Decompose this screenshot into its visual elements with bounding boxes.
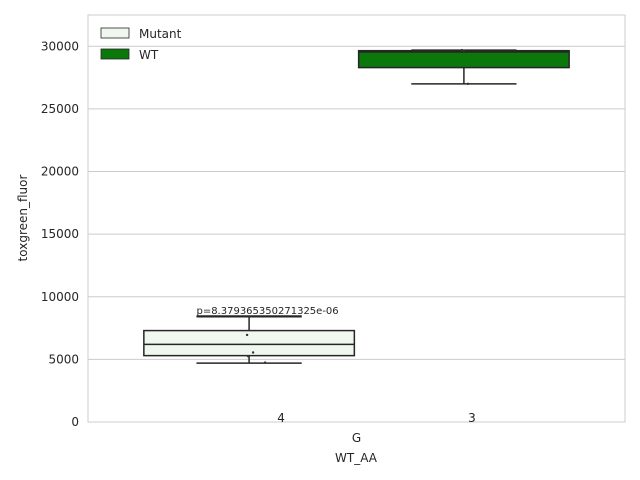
plot-area: [87, 14, 626, 423]
legend: Mutant WT: [100, 27, 182, 62]
y-tick-label: 20000: [41, 165, 79, 179]
y-tick-labels: 0 5000 10000 15000 20000 25000 30000: [41, 39, 79, 429]
x-tick-label: G: [352, 431, 361, 445]
count-label: 3: [468, 411, 476, 425]
box-body: [143, 329, 356, 357]
data-point: [246, 355, 250, 358]
data-point: [466, 82, 470, 86]
data-point: [462, 49, 466, 52]
box-wt: [357, 48, 570, 86]
gridlines: [88, 45, 625, 423]
box-body: [357, 49, 570, 69]
data-point: [251, 351, 255, 354]
x-axis-label: WT_AA: [335, 451, 378, 465]
legend-label: WT: [139, 48, 159, 62]
y-axis-label: toxgreen_fluor: [16, 175, 30, 262]
annotations: p=8.379365350271325e-06: [196, 306, 339, 317]
y-tick-label: 0: [71, 415, 79, 429]
p-value-annotation: p=8.379365350271325e-06: [196, 306, 338, 317]
y-tick-label: 30000: [41, 39, 79, 53]
legend-swatch-wt: [100, 48, 130, 60]
count-label: 4: [277, 411, 285, 425]
x-tick-labels: G: [352, 431, 361, 445]
boxes: [143, 48, 570, 364]
legend-label: Mutant: [139, 27, 182, 41]
data-point: [460, 48, 464, 52]
y-tick-label: 25000: [41, 102, 79, 116]
legend-swatch-mutant: [100, 27, 130, 39]
data-point: [263, 361, 267, 364]
y-tick-label: 5000: [48, 352, 79, 366]
y-tick-label: 15000: [41, 227, 79, 241]
data-point: [245, 333, 249, 337]
box-mutant: [143, 315, 356, 364]
y-tick-label: 10000: [41, 290, 79, 304]
